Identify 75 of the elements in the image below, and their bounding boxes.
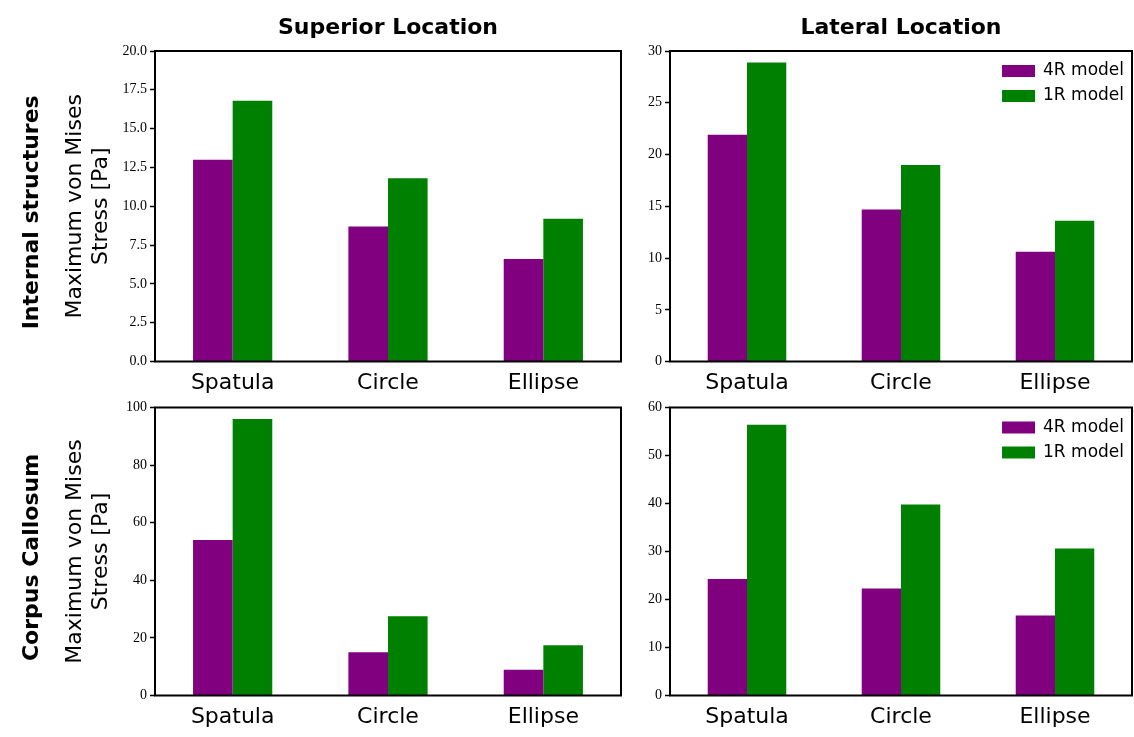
bar: [861, 588, 901, 696]
y-tick-label: 5.0: [129, 275, 147, 291]
bar: [232, 418, 273, 696]
bar: [1055, 220, 1095, 362]
y-tick-label: 5: [655, 301, 662, 317]
y-tick-label: 0: [655, 687, 662, 703]
y-tick-label: 60: [133, 514, 147, 530]
y-tick-label: 20: [648, 591, 662, 607]
y-tick-label: 80: [133, 456, 147, 472]
bar: [193, 539, 233, 696]
y-tick-label: 40: [648, 495, 662, 511]
y-axis-title: Maximum von Mises Stress [Pa]: [60, 94, 112, 319]
y-tick-label: 50: [648, 447, 662, 463]
y-tick-label: 7.5: [129, 236, 147, 252]
bar: [503, 669, 544, 696]
bar: [543, 218, 583, 362]
bar: [388, 178, 428, 362]
text: Corpus Callosum: [17, 453, 43, 662]
y-tick-label: 12.5: [122, 159, 147, 175]
y-axis-title: Maximum von Mises Stress [Pa]: [60, 439, 112, 664]
y-tick-label: 20: [133, 629, 147, 645]
bar: [503, 259, 544, 362]
y-tick-label: 17.5: [122, 81, 147, 97]
y-tick-label: 15: [648, 197, 662, 213]
bar: [193, 159, 233, 362]
bar: [232, 100, 273, 362]
legend-label: 4R model: [1043, 415, 1124, 436]
y-tick-label: 15.0: [122, 120, 147, 136]
legend-label: 1R model: [1043, 440, 1124, 461]
x-tick-label: Ellipse: [507, 702, 579, 728]
y-tick-label: 30: [648, 42, 662, 58]
y-tick-label: 10.0: [122, 197, 147, 213]
bar: [348, 226, 388, 362]
x-tick-label: Circle: [870, 702, 932, 728]
bar: [543, 645, 583, 696]
bar: [348, 652, 388, 696]
y-tick-label: 2.5: [129, 314, 147, 330]
text: Internal structures: [17, 95, 43, 330]
bar: [707, 134, 747, 362]
legend-label: 4R model: [1043, 59, 1124, 80]
bar: [747, 62, 787, 362]
y-tick-label: 0: [140, 687, 147, 703]
bar: [747, 424, 787, 696]
y-tick-label: 20.0: [122, 42, 147, 58]
x-tick-label: Circle: [357, 368, 419, 394]
x-tick-label: Ellipse: [507, 368, 579, 394]
chart-title: Superior Location: [277, 13, 499, 39]
x-tick-label: Ellipse: [1019, 368, 1091, 394]
bar: [901, 164, 941, 362]
y-tick-label: 25: [648, 94, 662, 110]
y-tick-label: 10: [648, 249, 662, 265]
y-tick-label: 0: [655, 353, 662, 369]
x-tick-label: Ellipse: [1019, 702, 1091, 728]
bar: [1015, 251, 1055, 362]
x-tick-label: Spatula: [705, 368, 789, 394]
y-tick-label: 0.0: [129, 353, 147, 369]
x-tick-label: Spatula: [705, 702, 789, 728]
y-tick-label: 10: [648, 639, 662, 655]
x-tick-label: Spatula: [190, 702, 275, 728]
x-tick-label: Circle: [357, 702, 419, 728]
bar: [1015, 615, 1055, 696]
chart-title: Lateral Location: [800, 13, 1002, 39]
x-tick-label: Spatula: [190, 368, 275, 394]
x-tick-label: Circle: [870, 368, 932, 394]
y-tick-label: 20: [648, 146, 662, 162]
legend-label: 1R model: [1043, 84, 1124, 105]
bar: [901, 504, 941, 696]
bar: [861, 209, 901, 362]
y-tick-label: 40: [133, 571, 147, 587]
bar: [1055, 548, 1095, 696]
bar: [707, 578, 747, 696]
y-tick-label: 60: [648, 399, 662, 415]
bar: [388, 616, 428, 696]
y-tick-label: 100: [126, 399, 147, 415]
y-tick-label: 30: [648, 543, 662, 559]
